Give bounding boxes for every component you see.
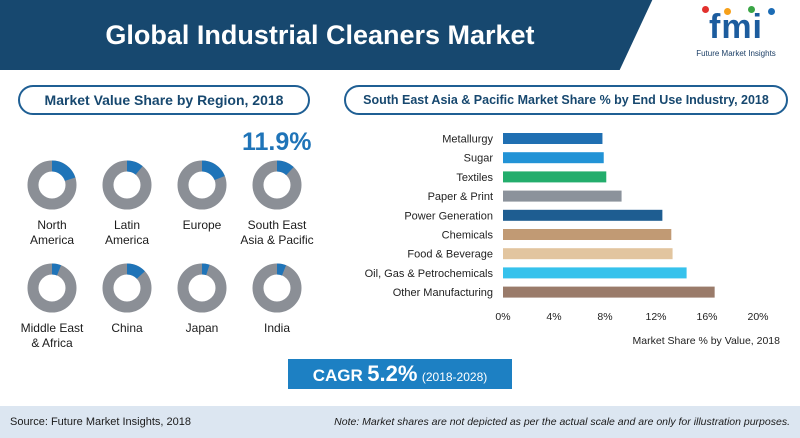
bar xyxy=(503,248,673,260)
region-donut-chart xyxy=(252,263,302,313)
region-donut-chart xyxy=(177,263,227,313)
donut-share-arc xyxy=(27,263,77,313)
donut-track xyxy=(177,263,227,313)
donut-share-arc xyxy=(177,160,227,210)
category-label: Paper & Print xyxy=(428,191,493,203)
region-label: Middle East & Africa xyxy=(20,321,84,350)
footer-source: Source: Future Market Insights, 2018 xyxy=(10,416,191,428)
bar xyxy=(503,152,604,164)
category-label: Other Manufacturing xyxy=(393,287,493,299)
cagr-period: (2018-2028) xyxy=(421,370,488,384)
cagr-label: CAGR xyxy=(312,366,363,385)
region-section-title: Market Value Share by Region, 2018 xyxy=(18,85,310,115)
bar xyxy=(503,190,622,202)
footer: Source: Future Market Insights, 2018 Not… xyxy=(0,406,800,438)
industry-section-title: South East Asia & Pacific Market Share %… xyxy=(344,85,788,115)
x-tick-label: 16% xyxy=(696,311,717,323)
category-label: Textiles xyxy=(456,172,493,184)
bar xyxy=(503,209,663,221)
header-bar: Global Industrial Cleaners Market fmi Fu… xyxy=(0,0,800,70)
region-donut-chart xyxy=(27,263,77,313)
footer-note: Note: Market shares are not depicted as … xyxy=(334,416,790,428)
category-label: Power Generation xyxy=(404,210,493,222)
end-use-bar-chart: Metallurgy Sugar Textiles Paper & Print Powe… xyxy=(365,133,781,347)
donut-track xyxy=(252,160,302,210)
logo-dots-icon xyxy=(700,6,780,16)
highlight-share-value: 11.9% xyxy=(242,128,312,156)
donut-share-arc xyxy=(177,263,227,313)
region-label: Japan xyxy=(185,321,219,335)
donut-share-arc xyxy=(102,263,152,313)
logo-wordmark: fmi xyxy=(709,8,763,46)
category-label: Chemicals xyxy=(442,230,494,242)
category-label: Metallurgy xyxy=(442,134,493,146)
logo-subtitle: Future Market Insights xyxy=(696,49,776,58)
x-tick-label: 8% xyxy=(597,311,612,323)
donut-track xyxy=(102,160,152,210)
x-tick-label: 20% xyxy=(747,311,768,323)
x-axis-label: Market Share % by Value, 2018 xyxy=(633,335,781,347)
donut-share-arc xyxy=(102,160,152,210)
title-band: Global Industrial Cleaners Market xyxy=(0,0,668,70)
category-label: Oil, Gas & Petrochemicals xyxy=(365,268,494,280)
cagr-value: 5.2% xyxy=(367,361,418,386)
region-donut-chart xyxy=(102,263,152,313)
region-label: North America xyxy=(29,218,74,247)
region-label: India xyxy=(263,321,291,335)
region-label: Latin America xyxy=(104,218,149,247)
donut-track xyxy=(27,263,77,313)
donut-share-arc xyxy=(252,160,302,210)
region-label: South East Asia & Pacific xyxy=(240,218,314,247)
bar xyxy=(503,229,672,240)
x-tick-label: 0% xyxy=(495,311,510,323)
donut-share-arc xyxy=(252,263,302,313)
region-donut-chart xyxy=(102,160,152,210)
region-label: Europe xyxy=(182,218,222,232)
region-donut-grid: 11.9% North America Latin America Europe Sout… xyxy=(10,128,330,358)
category-label: Food & Beverage xyxy=(407,249,493,261)
bar xyxy=(503,286,715,298)
bar xyxy=(503,133,603,144)
bar xyxy=(503,171,607,183)
x-tick-label: 12% xyxy=(645,311,666,323)
x-tick-label: 4% xyxy=(546,311,561,323)
region-label: China xyxy=(111,321,143,335)
region-donut-chart xyxy=(252,160,302,210)
region-donut-chart xyxy=(177,160,227,210)
region-donut-chart xyxy=(27,160,77,210)
category-label: Sugar xyxy=(464,153,494,165)
page-title: Global Industrial Cleaners Market xyxy=(105,20,535,50)
bar xyxy=(503,267,687,279)
cagr-banner: CAGR 5.2% (2018-2028) xyxy=(288,359,512,389)
fmi-logo: fmi Future Market Insights xyxy=(682,6,790,64)
donut-share-arc xyxy=(27,160,77,210)
donut-track xyxy=(252,263,302,313)
